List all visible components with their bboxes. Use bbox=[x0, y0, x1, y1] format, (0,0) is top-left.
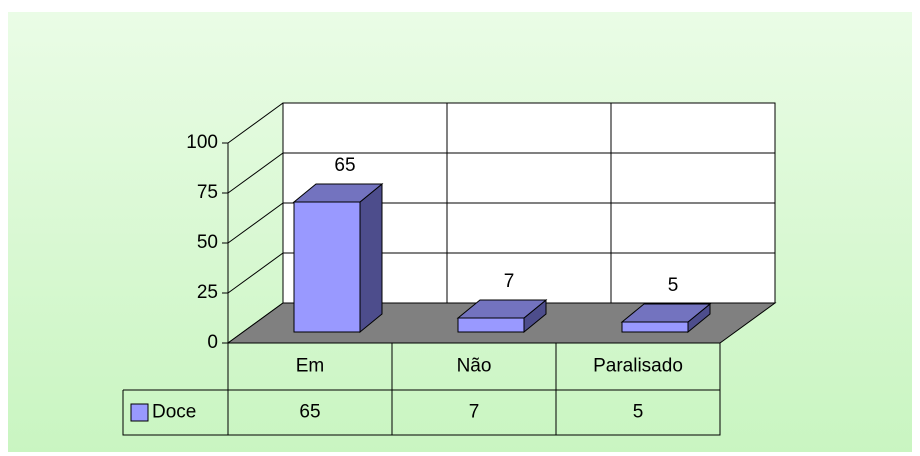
grid-line bbox=[227, 252, 775, 294]
y-tick-label: 75 bbox=[197, 182, 218, 203]
bar bbox=[457, 317, 525, 333]
x-tick-label: Paralisado bbox=[593, 356, 683, 377]
grid-line bbox=[227, 152, 775, 194]
y-tick-label: 100 bbox=[186, 132, 218, 153]
grid-line bbox=[227, 102, 775, 144]
legend-cell-border bbox=[122, 390, 228, 436]
grid-line bbox=[227, 202, 775, 244]
table-value: 65 bbox=[299, 402, 320, 423]
data-label: 7 bbox=[504, 271, 515, 292]
y-tick-label: 0 bbox=[207, 332, 218, 353]
table-value: 5 bbox=[633, 402, 644, 423]
bar bbox=[621, 321, 689, 333]
legend-label: Doce bbox=[152, 402, 196, 423]
x-tick-label: Não bbox=[457, 356, 492, 377]
table-border bbox=[227, 343, 721, 436]
bar-side bbox=[359, 182, 383, 334]
bar bbox=[293, 201, 361, 333]
x-tick-label: Em bbox=[296, 356, 325, 377]
legend-swatch bbox=[130, 403, 149, 422]
y-tick-label: 25 bbox=[197, 282, 218, 303]
table-value: 7 bbox=[469, 402, 480, 423]
data-label: 5 bbox=[668, 275, 679, 296]
y-tick-label: 50 bbox=[197, 232, 218, 253]
data-label: 65 bbox=[334, 155, 355, 176]
